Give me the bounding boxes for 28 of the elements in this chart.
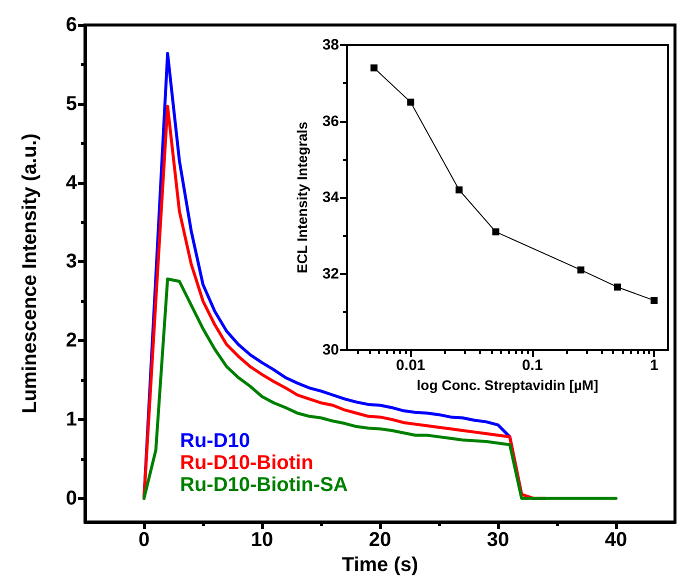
x-tick-label: 0 — [138, 529, 150, 551]
x-tick-label: 30 — [486, 529, 510, 551]
y-tick-label: 3 — [66, 250, 77, 273]
x-axis-title: Time (s) — [342, 554, 418, 576]
line-series — [142, 278, 618, 500]
series-label: Ru-D10-Biotin-SA — [180, 474, 348, 496]
y-axis-title: Luminescence Intensity (a.u.) — [19, 133, 41, 414]
y-tick-label: 0 — [66, 487, 77, 510]
x-tick-label: 40 — [604, 529, 628, 551]
x-tick-label: 0.01 — [396, 357, 426, 374]
y-tick-label: 5 — [66, 92, 77, 115]
x-tick-label: 10 — [250, 529, 274, 551]
y-tick-label: 32 — [322, 265, 339, 282]
x-axis-title: log Conc. Streptavidin [µM] — [416, 376, 598, 393]
y-axis-title: ECL Intensity Integrals — [294, 122, 310, 274]
y-tick-label: 38 — [322, 36, 339, 54]
y-tick-label: 34 — [322, 189, 340, 206]
x-tick-label: 20 — [368, 529, 392, 551]
y-tick-label: 4 — [66, 172, 78, 194]
y-tick-label: 2 — [66, 330, 77, 352]
y-tick-label: 36 — [322, 112, 339, 130]
y-tick-label: 30 — [322, 342, 339, 358]
series-label: Ru-D10-Biotin — [180, 452, 314, 474]
x-tick-label: 1 — [650, 357, 658, 374]
x-tick-label: 0.1 — [522, 357, 543, 374]
y-tick-label: 6 — [66, 14, 77, 36]
series-label: Ru-D10 — [180, 430, 250, 452]
y-tick-label: 1 — [66, 408, 77, 430]
